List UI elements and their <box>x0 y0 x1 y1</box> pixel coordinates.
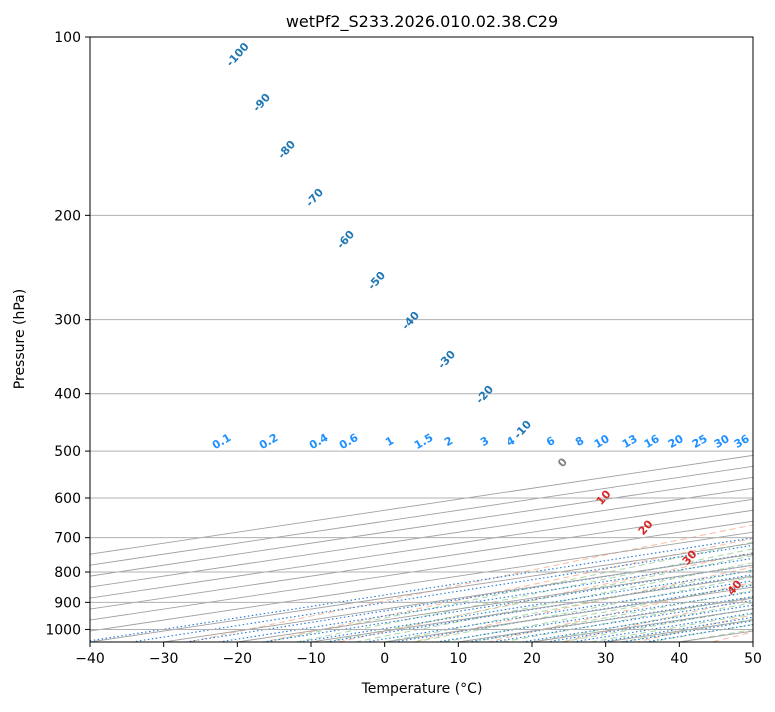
x-tick-label: 30 <box>597 651 615 667</box>
y-tick-label: 1000 <box>45 622 81 638</box>
y-tick-label: 400 <box>54 387 81 403</box>
y-tick-label: 100 <box>54 30 81 46</box>
y-tick-label: 200 <box>54 208 81 224</box>
x-tick-label: −40 <box>75 651 105 667</box>
y-tick-label: 900 <box>54 595 81 611</box>
isotherm-line <box>753 37 775 642</box>
x-tick-label: 20 <box>523 651 541 667</box>
chart-title: wetPf2_S233.2026.010.02.38.C29 <box>286 12 558 32</box>
x-axis-label: Temperature (°C) <box>361 681 483 697</box>
x-tick-label: −10 <box>296 651 326 667</box>
y-tick-label: 700 <box>54 531 81 547</box>
x-tick-label: −30 <box>149 651 179 667</box>
plot-background <box>90 37 753 642</box>
x-tick-label: 10 <box>449 651 467 667</box>
y-axis-label: Pressure (hPa) <box>12 289 28 389</box>
x-tick-label: 40 <box>670 651 688 667</box>
y-tick-label: 600 <box>54 491 81 507</box>
x-tick-label: 0 <box>380 651 389 667</box>
y-tick-label: 300 <box>54 313 81 329</box>
x-tick-label: −20 <box>223 651 253 667</box>
y-tick-label: 800 <box>54 565 81 581</box>
y-tick-label: 500 <box>54 444 81 460</box>
x-tick-label: 50 <box>744 651 762 667</box>
